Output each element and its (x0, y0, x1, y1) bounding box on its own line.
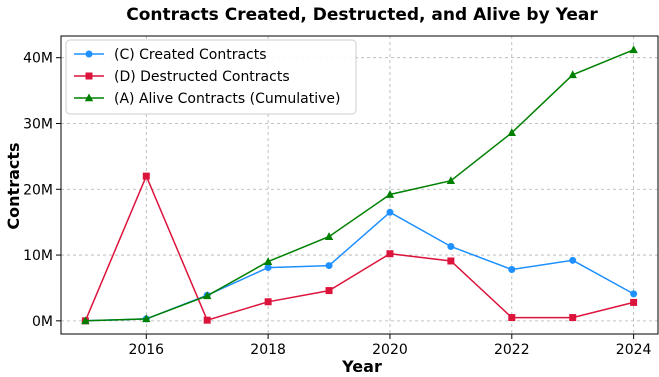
data-point (325, 287, 333, 295)
data-point (508, 266, 516, 274)
legend-label: (C) Created Contracts (114, 47, 267, 63)
data-point (569, 314, 577, 322)
legend-swatch-marker (84, 93, 94, 102)
data-point (385, 190, 395, 198)
data-point (263, 257, 273, 265)
series-line (85, 49, 634, 322)
x-tick-label: 2022 (494, 342, 530, 358)
data-point (386, 208, 394, 216)
y-tick-label: 0M (32, 314, 53, 330)
data-point (203, 291, 212, 300)
data-point (630, 290, 638, 298)
data-point (142, 314, 151, 323)
data-point (446, 176, 456, 185)
axis-ticks: 2016 2018 2020 2022 2024 0M 10M 20M 30M 40M (23, 51, 651, 358)
plot-frame (60, 35, 659, 335)
series-3 (81, 45, 638, 325)
legend-item: (C) Created Contracts (74, 47, 267, 63)
data-point (264, 264, 272, 272)
data-point (568, 70, 577, 79)
legend-item: (A) Alive Contracts (Cumulative) (74, 91, 340, 107)
data-point (203, 316, 211, 324)
data-point (447, 257, 455, 265)
data-point (630, 298, 638, 306)
y-axis-label: Contracts (4, 142, 23, 229)
legend-box (65, 39, 357, 115)
legend: (C) Created Contracts (D) Destructed Cont… (65, 39, 357, 115)
series-1 (81, 208, 638, 325)
data-point (447, 243, 455, 251)
data-point (569, 256, 577, 264)
data-point (324, 232, 334, 240)
series-line (84, 174, 634, 322)
series-line (85, 211, 634, 322)
data-point (325, 262, 333, 270)
data-point (81, 316, 90, 325)
y-tick-label: 30M (23, 116, 53, 132)
data-point (142, 172, 150, 180)
x-tick-label: 2024 (616, 342, 652, 358)
data-point (629, 45, 638, 54)
legend-label: (A) Alive Contracts (Cumulative) (114, 91, 340, 107)
y-tick-label: 40M (23, 51, 53, 67)
data-point (386, 250, 394, 258)
series-layer (81, 45, 638, 325)
y-tick-label: 20M (23, 182, 53, 198)
legend-swatch-marker (85, 72, 93, 80)
series-2 (81, 172, 638, 325)
chart-title: Contracts Created, Destructed, and Alive… (126, 5, 598, 25)
legend-swatch-marker (85, 50, 93, 58)
x-tick-label: 2020 (372, 342, 408, 358)
legend-label: (D) Destructed Contracts (114, 69, 290, 85)
x-axis-label: Year (341, 357, 382, 376)
legend-item: (D) Destructed Contracts (74, 69, 290, 85)
x-tick-label: 2018 (250, 342, 286, 358)
x-tick-label: 2016 (128, 342, 164, 358)
data-point (507, 128, 516, 137)
data-point (508, 314, 516, 322)
y-tick-label: 10M (23, 248, 53, 264)
data-point (264, 298, 272, 306)
